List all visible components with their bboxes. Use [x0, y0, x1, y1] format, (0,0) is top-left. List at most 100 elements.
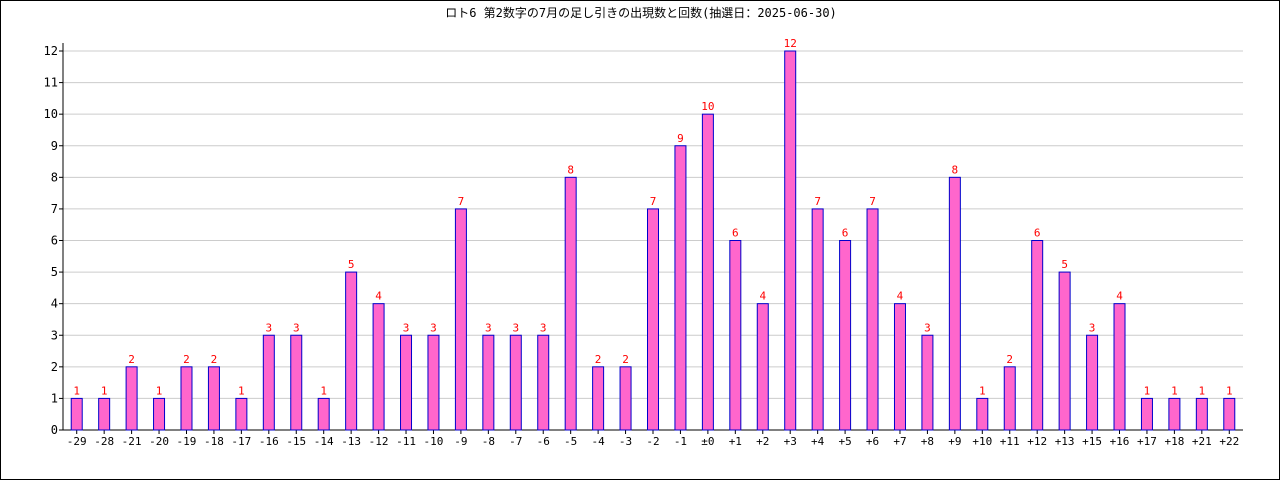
bar — [290, 334, 303, 431]
data-label: 3 — [266, 321, 273, 334]
x-tick-label: +2 — [756, 435, 769, 448]
data-label: 5 — [348, 258, 355, 271]
x-tick-label: -13 — [341, 435, 361, 448]
data-label: 3 — [512, 321, 519, 334]
x-tick-label: +4 — [811, 435, 825, 448]
bar — [1195, 397, 1208, 431]
x-tick-label: -15 — [286, 435, 306, 448]
x-tick-label: -1 — [674, 435, 687, 448]
data-label: 7 — [814, 195, 821, 208]
bar — [400, 334, 413, 431]
x-tick-label: -29 — [67, 435, 87, 448]
data-label: 1 — [156, 384, 163, 397]
x-tick-label: +15 — [1082, 435, 1102, 448]
bar — [1003, 366, 1016, 431]
y-tick-label: 12 — [44, 44, 58, 58]
x-tick-label: -21 — [122, 435, 142, 448]
bar — [482, 334, 495, 431]
x-tick-label: -8 — [482, 435, 495, 448]
x-tick-label: +11 — [1000, 435, 1020, 448]
data-label: 2 — [595, 353, 602, 366]
x-tick-label: -9 — [454, 435, 467, 448]
data-label: 4 — [897, 290, 904, 303]
x-tick-label: -10 — [424, 435, 444, 448]
y-tick-label: 6 — [51, 234, 58, 248]
bar — [893, 303, 906, 431]
data-label: 3 — [924, 321, 931, 334]
x-tick-label: -16 — [259, 435, 279, 448]
bar — [235, 397, 248, 431]
bar — [427, 334, 440, 431]
bar — [948, 176, 961, 431]
data-label: 1 — [320, 384, 327, 397]
bar — [839, 240, 852, 431]
data-label: 3 — [540, 321, 547, 334]
data-label: 1 — [979, 384, 986, 397]
bar — [784, 50, 797, 431]
data-label: 2 — [211, 353, 218, 366]
bar — [454, 208, 467, 431]
bar — [564, 176, 577, 431]
bar — [921, 334, 934, 431]
data-label: 7 — [869, 195, 876, 208]
bar — [729, 240, 742, 431]
bar — [1058, 271, 1071, 431]
bar — [207, 366, 220, 431]
x-tick-label: -2 — [646, 435, 659, 448]
x-tick-label: +21 — [1192, 435, 1212, 448]
x-tick-label: +1 — [729, 435, 742, 448]
bar — [98, 397, 111, 431]
x-tick-label: +13 — [1055, 435, 1075, 448]
y-tick-label: 10 — [44, 107, 58, 121]
data-label: 9 — [677, 132, 684, 145]
x-tick-label: +18 — [1164, 435, 1184, 448]
bar — [125, 366, 138, 431]
x-tick-label: ±0 — [701, 435, 714, 448]
data-label: 2 — [622, 353, 629, 366]
bar — [701, 113, 714, 431]
data-label: 2 — [183, 353, 190, 366]
x-tick-label: -5 — [564, 435, 577, 448]
data-label: 3 — [1089, 321, 1096, 334]
data-label: 8 — [567, 163, 574, 176]
bar — [674, 145, 687, 431]
data-label: 4 — [759, 290, 766, 303]
bars-layer — [70, 50, 1236, 431]
data-label: 4 — [1116, 290, 1123, 303]
data-label: 5 — [1061, 258, 1068, 271]
data-label: 7 — [650, 195, 657, 208]
y-tick-label: 5 — [51, 265, 58, 279]
bar — [372, 303, 385, 431]
x-tick-label: -17 — [231, 435, 251, 448]
x-tick-label: +9 — [948, 435, 961, 448]
x-tick-label: -6 — [537, 435, 550, 448]
x-tick-label: +10 — [972, 435, 992, 448]
bar — [153, 397, 166, 431]
x-tick-label: +22 — [1219, 435, 1239, 448]
data-label: 6 — [842, 227, 849, 240]
data-label: 4 — [375, 290, 382, 303]
data-label: 1 — [101, 384, 108, 397]
bar — [1223, 397, 1236, 431]
y-tick-label: 2 — [51, 360, 58, 374]
x-tick-label: -4 — [591, 435, 605, 448]
data-label: 12 — [784, 37, 797, 50]
x-tick-label: +6 — [866, 435, 879, 448]
data-label: 8 — [952, 163, 959, 176]
x-tick-label: +12 — [1027, 435, 1047, 448]
data-label: 1 — [1199, 384, 1206, 397]
data-label: 6 — [732, 227, 739, 240]
data-label: 3 — [430, 321, 437, 334]
bar — [509, 334, 522, 431]
bar — [976, 397, 989, 431]
bar — [537, 334, 550, 431]
bar — [756, 303, 769, 431]
data-label: 1 — [1171, 384, 1178, 397]
x-tick-label: -7 — [509, 435, 522, 448]
x-tick-label: -19 — [177, 435, 197, 448]
x-tick-label: -12 — [369, 435, 389, 448]
y-tick-label: 11 — [44, 76, 58, 90]
